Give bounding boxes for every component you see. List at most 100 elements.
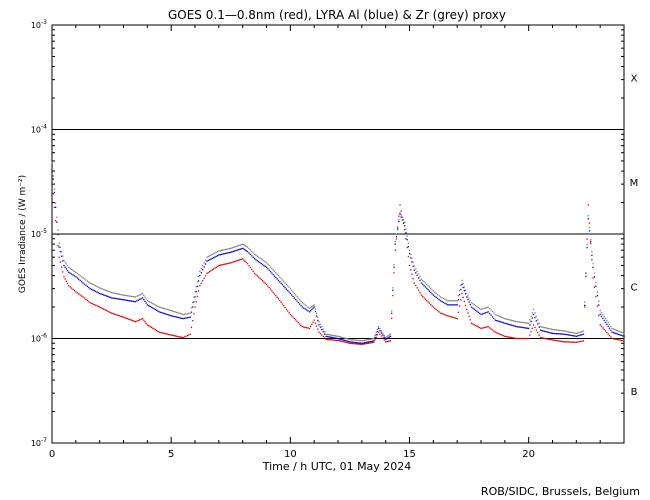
- data-point: [531, 327, 533, 329]
- data-point: [607, 333, 609, 335]
- data-point: [179, 317, 182, 319]
- data-point: [153, 303, 155, 305]
- data-point: [486, 306, 488, 309]
- data-point: [501, 316, 503, 319]
- data-point: [269, 288, 272, 290]
- data-point: [584, 304, 586, 307]
- data-point: [179, 336, 182, 338]
- data-point: [228, 262, 231, 264]
- data-point: [92, 303, 94, 305]
- data-point: [265, 283, 268, 286]
- data-point: [342, 337, 344, 339]
- data-point: [497, 320, 499, 322]
- data-point: [76, 277, 78, 279]
- data-point: [355, 342, 358, 344]
- data-point: [334, 335, 337, 337]
- data-point: [587, 214, 589, 217]
- data-point: [444, 314, 446, 316]
- data-point: [549, 338, 551, 341]
- data-point: [516, 325, 518, 328]
- data-point: [336, 339, 338, 341]
- data-point: [340, 340, 342, 342]
- data-point: [140, 318, 142, 320]
- data-point: [618, 333, 620, 336]
- data-point: [240, 243, 243, 246]
- data-point: [315, 315, 318, 317]
- data-point: [424, 298, 427, 300]
- data-point: [504, 322, 506, 324]
- data-point: [101, 293, 104, 296]
- data-point: [325, 338, 327, 341]
- data-point: [374, 334, 376, 337]
- data-point: [618, 330, 620, 332]
- data-point: [587, 204, 589, 206]
- data-point: [276, 278, 278, 280]
- data-point: [244, 249, 246, 251]
- data-point: [246, 246, 249, 248]
- data-point: [538, 326, 540, 328]
- data-point: [93, 284, 95, 286]
- data-point: [387, 337, 389, 339]
- data-point: [124, 299, 126, 301]
- data-point: [133, 320, 135, 322]
- data-point: [150, 302, 153, 304]
- data-point: [279, 281, 281, 283]
- data-point: [483, 312, 485, 315]
- data-point: [600, 311, 603, 314]
- data-point: [547, 327, 550, 330]
- data-point: [181, 317, 183, 319]
- data-point: [600, 325, 603, 328]
- data-point: [211, 269, 213, 271]
- data-point: [504, 318, 506, 320]
- data-point: [430, 291, 432, 294]
- data-point: [367, 341, 370, 343]
- data-point: [204, 275, 207, 277]
- data-point: [497, 315, 499, 317]
- data-point: [598, 314, 600, 317]
- data-point: [411, 257, 413, 259]
- data-point: [218, 250, 220, 252]
- data-point: [304, 326, 306, 329]
- data-point: [610, 325, 612, 328]
- data-point: [423, 297, 425, 299]
- data-point: [359, 342, 362, 344]
- data-point: [252, 270, 254, 273]
- data-point: [472, 303, 474, 305]
- data-point: [186, 334, 189, 337]
- data-point: [361, 340, 363, 342]
- data-point: [484, 326, 486, 329]
- data-point: [173, 334, 175, 337]
- data-point: [490, 314, 492, 316]
- data-point: [389, 335, 392, 337]
- data-point: [90, 302, 93, 305]
- data-point: [317, 316, 319, 319]
- data-point: [161, 332, 163, 334]
- data-point: [139, 319, 141, 321]
- data-point: [321, 334, 323, 336]
- data-point: [526, 337, 529, 340]
- data-point: [83, 283, 86, 285]
- data-point: [65, 268, 67, 270]
- data-point: [232, 246, 235, 249]
- data-point: [622, 339, 624, 342]
- data-point: [212, 268, 215, 270]
- data-point: [328, 339, 330, 341]
- data-point: [545, 331, 547, 333]
- data-point: [404, 221, 406, 223]
- data-point: [582, 340, 585, 342]
- data-point: [108, 311, 110, 313]
- data-point: [602, 327, 604, 329]
- data-point: [311, 323, 313, 325]
- data-point: [70, 268, 73, 271]
- data-point: [393, 266, 395, 268]
- data-point: [545, 327, 547, 329]
- data-point: [206, 272, 208, 275]
- data-point: [132, 300, 134, 302]
- data-point: [398, 219, 400, 221]
- flare-class-label: X: [631, 73, 638, 84]
- data-point: [92, 283, 94, 286]
- data-point: [575, 335, 578, 337]
- data-point: [273, 275, 276, 277]
- data-point: [406, 239, 408, 241]
- data-point: [328, 334, 330, 336]
